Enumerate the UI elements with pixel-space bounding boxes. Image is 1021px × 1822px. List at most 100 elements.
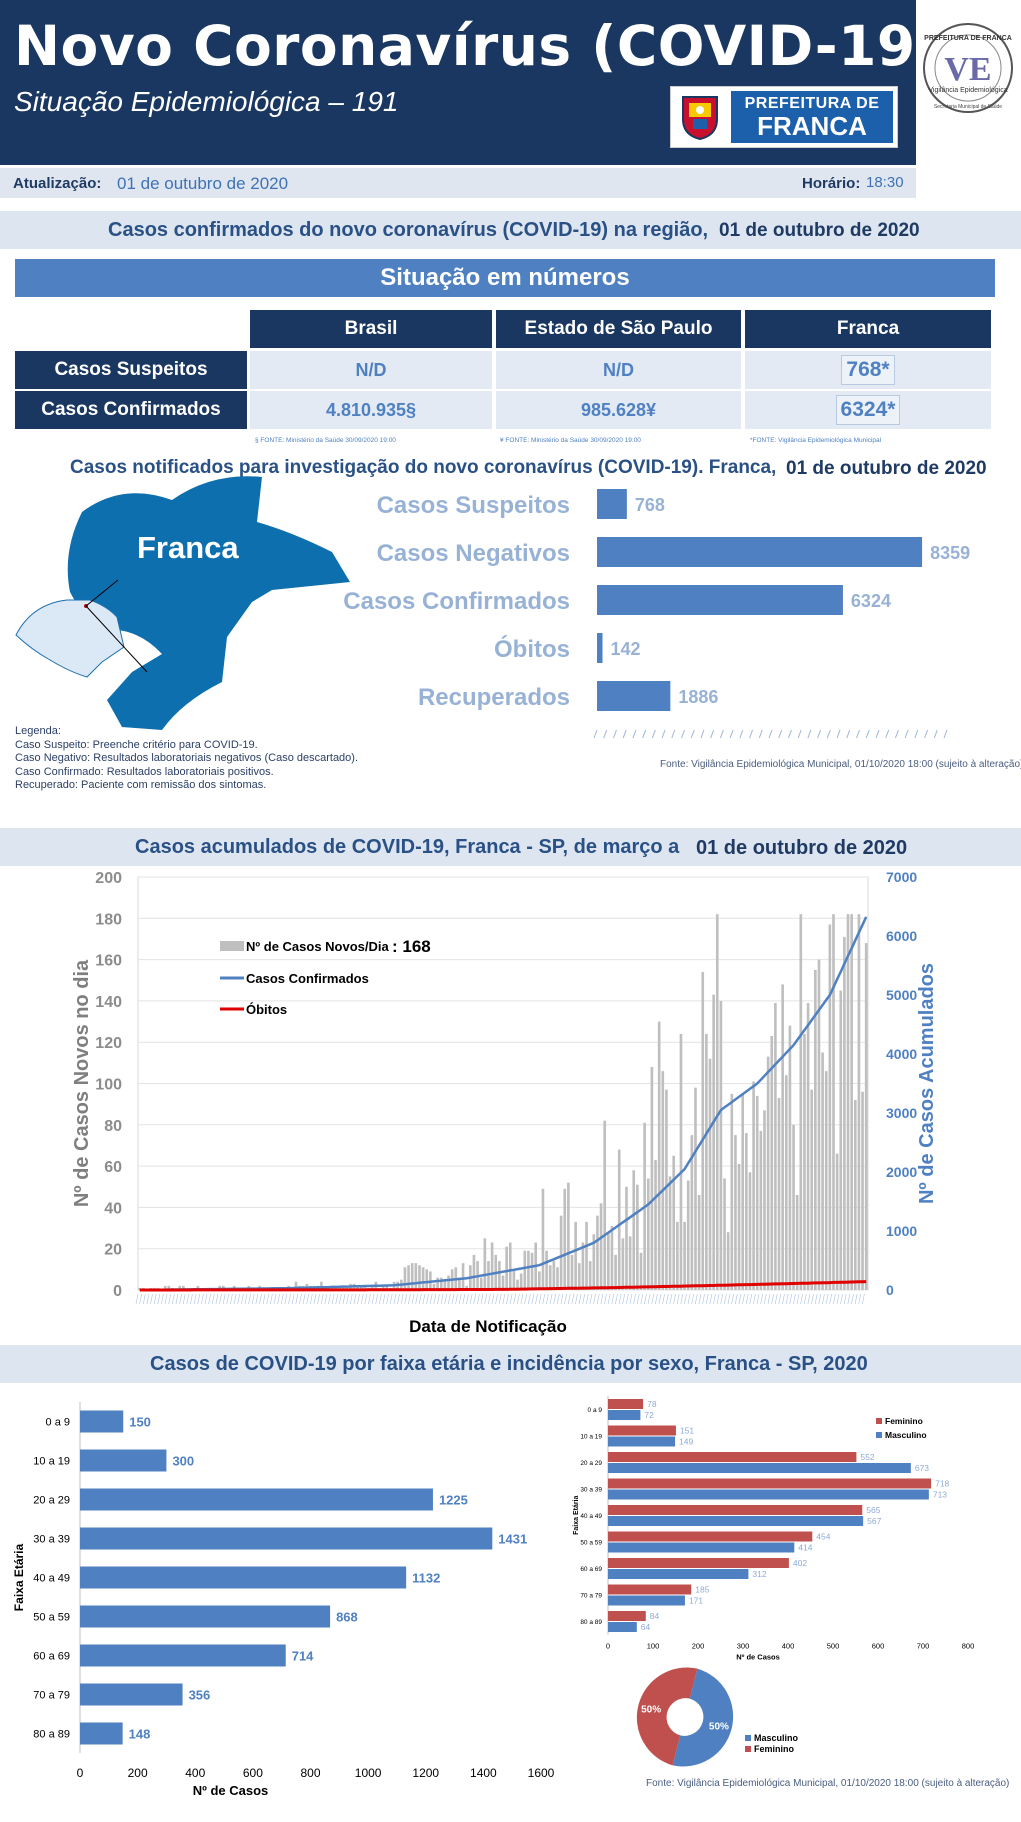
cum-x-tick [560,1293,564,1305]
cum-x-tick [793,1293,796,1305]
cum-daily-bar [421,1267,425,1290]
sex-bar-feminino [608,1478,932,1489]
cum-daily-bar [610,1225,614,1290]
cum-daily-bar [672,1155,676,1290]
cum-daily-bar [665,1089,668,1290]
pie-legend-label: Masculino [754,1733,799,1743]
prefeitura-logo: PREFEITURA DE FRANCA [670,86,898,148]
cum-x-tick [854,1293,858,1305]
cum-x-tick [578,1293,582,1305]
cum-x-tick [680,1293,684,1305]
cum-x-tick [262,1293,266,1305]
cum-x-tick [375,1293,378,1305]
cum-daily-bar [519,1273,523,1290]
cum-daily-bar [628,1236,632,1290]
section3-band: Casos acumulados de COVID-19, Franca - S… [0,828,1021,866]
cum-x-tick [756,1293,760,1305]
sex-category-label: 30 a 39 [580,1487,602,1494]
cum-x-tick [346,1293,349,1305]
legend-deaths: Óbitos [246,1002,287,1017]
cum-x-tick [549,1293,553,1305]
cum-daily-bar [567,1182,570,1290]
cum-daily-bar [574,1221,577,1290]
sex-bar-feminino [608,1531,813,1542]
cum-x-tick [673,1293,676,1305]
cum-daily-bar [668,1176,672,1290]
sex-value-feminino: 718 [935,1479,949,1489]
sex-legend-feminino: Feminino [885,1416,923,1426]
cum-x-tick [647,1293,651,1305]
cum-x-tick [270,1293,273,1305]
cum-x-tick [142,1293,146,1305]
cum-x-tick [546,1293,549,1305]
age-x-tick: 600 [243,1766,263,1780]
notified-axis-tick [797,729,802,739]
age-x-tick: 800 [300,1766,320,1780]
cum-x-tick [811,1293,814,1305]
prefeitura-logo-name: FRANCA [757,111,867,141]
cum-x-tick [186,1293,190,1305]
cum-daily-bar [585,1221,588,1290]
notified-axis-tick [787,729,792,739]
cum-daily-bar [745,1133,748,1290]
cum-x-tick [618,1293,622,1305]
cum-daily-bar [363,1285,367,1290]
notified-value-label: 8359 [930,543,970,563]
section1-title: Casos confirmados do novo coronavírus (C… [108,219,709,241]
age-x-axis-title: Nº de Casos [193,1783,269,1798]
cum-daily-bar [679,1033,683,1290]
notified-value-label: 1886 [678,687,718,707]
cum-x-tick [241,1293,244,1305]
cum-x-tick [157,1293,161,1305]
cum-x-tick [357,1293,360,1305]
notified-cases-chart: Casos Suspeitos 768 Casos Negativos 8359 Cas… [343,489,970,739]
cum-x-tick [233,1293,237,1305]
cum-x-tick [636,1293,640,1305]
legend-bar-swatch [220,941,244,951]
cum-x-tick [814,1293,818,1305]
notified-axis-tick [846,729,851,739]
cum-daily-bar [432,1283,436,1290]
sex-x-tick: 500 [827,1642,840,1651]
sex-bar-feminino [608,1452,857,1462]
cum-x-tick [611,1293,615,1305]
cum-x-tick [317,1293,320,1305]
cum-x-tick [535,1293,538,1305]
notified-axis-tick [885,729,890,739]
cum-deaths-line [139,1280,867,1292]
cum-x-tick [658,1293,662,1305]
cum-daily-bar [737,1164,741,1290]
cum-x-tick [542,1293,546,1305]
cum-daily-bar [436,1277,439,1290]
cum-daily-bar [748,1172,752,1290]
sex-bar-masculino [608,1436,676,1447]
notified-axis-tick [933,729,938,739]
cum-daily-bar [439,1277,443,1290]
cum-left-tick: 0 [113,1283,122,1300]
cum-x-tick [738,1293,742,1305]
cum-x-tick [749,1293,753,1305]
cum-x-tick [393,1293,397,1305]
legend-line: Legenda: [15,725,61,737]
section3-title: Casos acumulados de COVID-19, Franca - S… [135,836,680,858]
sex-bar-feminino [608,1611,646,1621]
cum-x-tick [193,1293,197,1305]
cum-x-tick [251,1293,255,1305]
cum-right-tick: 4000 [886,1046,917,1062]
cum-daily-bar [407,1265,410,1290]
cum-left-tick: 80 [104,1118,122,1135]
cum-daily-bar [755,1095,759,1290]
pie-slice [672,1668,734,1767]
sex-value-masculino: 312 [752,1569,766,1579]
cum-x-tick [411,1293,415,1305]
cum-daily-bar [690,1135,694,1290]
age-x-tick: 0 [77,1766,84,1780]
cum-x-tick [150,1293,153,1305]
cum-daily-bar [843,936,846,1290]
cum-x-tick [807,1293,811,1305]
cum-x-tick [222,1293,226,1305]
cum-daily-bar [661,1071,665,1290]
cum-x-tick [175,1293,179,1305]
cum-daily-bar [621,1238,625,1290]
cum-x-tick [462,1293,466,1305]
